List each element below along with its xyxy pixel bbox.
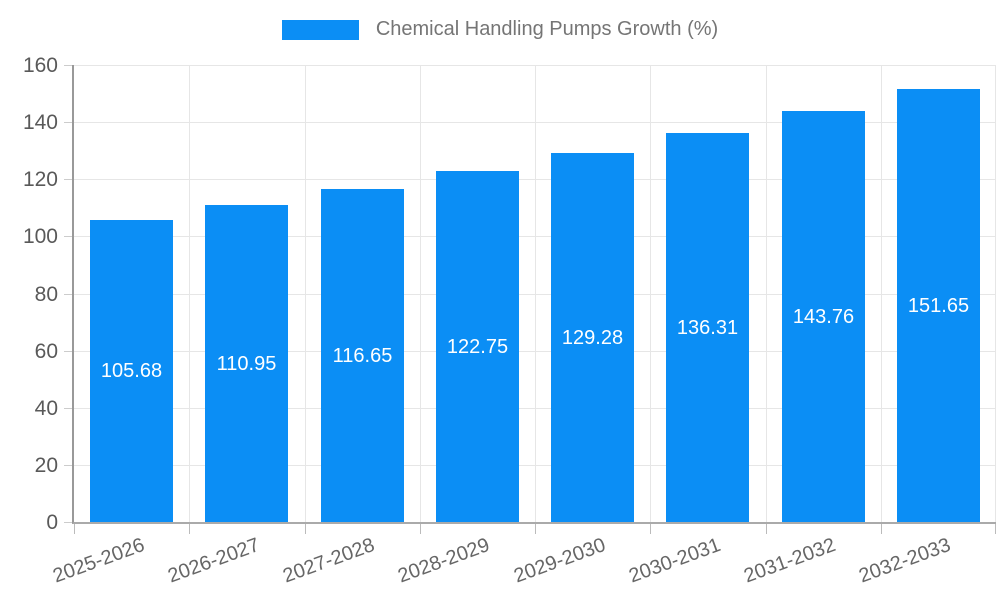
y-tick <box>64 407 72 409</box>
x-tick <box>74 524 75 534</box>
bar-value-label: 151.65 <box>907 295 970 317</box>
bar-value-label: 122.75 <box>446 336 509 358</box>
bar-2032-2033[interactable]: 151.65 <box>897 89 980 522</box>
y-axis-label-120: 120 <box>22 168 58 191</box>
y-axis-label-20: 20 <box>34 454 58 477</box>
bar-value-label: 136.31 <box>676 317 739 339</box>
v-gridline-7 <box>880 65 882 522</box>
x-tick <box>304 524 306 534</box>
bar-2031-2032[interactable]: 143.76 <box>782 111 865 522</box>
bar-value-label: 110.95 <box>216 353 277 375</box>
y-tick <box>64 522 72 523</box>
y-axis-label-100: 100 <box>22 225 58 248</box>
y-axis-label-160: 160 <box>22 54 58 77</box>
y-tick <box>64 122 72 124</box>
v-gridline-6 <box>765 65 767 522</box>
y-tick <box>64 65 72 66</box>
x-axis-label-2026-2027: 2026-2027 <box>165 534 263 588</box>
x-axis-label-2025-2026: 2025-2026 <box>50 534 148 588</box>
bar-value-label: 116.65 <box>332 345 393 367</box>
plot-area: 105.68 110.95 116.65 122.75 129.28 136.31 143.… <box>64 65 996 534</box>
bar-2028-2029[interactable]: 122.75 <box>436 171 519 522</box>
v-gridline-8 <box>995 65 996 522</box>
x-tick <box>650 524 652 534</box>
bar-value-label: 143.76 <box>792 306 855 328</box>
y-axis-label-60: 60 <box>34 340 58 363</box>
y-tick <box>64 236 72 238</box>
x-axis-label-2030-2031: 2030-2031 <box>626 534 724 588</box>
y-tick <box>64 350 72 352</box>
y-axis-label-80: 80 <box>34 283 58 306</box>
v-gridline-1 <box>189 65 191 522</box>
bar-2030-2031[interactable]: 136.31 <box>666 133 749 522</box>
x-axis-label-2031-2032: 2031-2032 <box>741 534 839 588</box>
bar-2027-2028[interactable]: 116.65 <box>321 189 404 522</box>
legend-label[interactable]: Chemical Handling Pumps Growth (%) <box>375 18 719 40</box>
x-tick <box>995 524 996 534</box>
y-tick <box>64 464 72 466</box>
chart-legend: Chemical Handling Pumps Growth (%) <box>0 18 1000 41</box>
x-axis-label-2032-2033: 2032-2033 <box>856 534 954 588</box>
x-tick <box>765 524 767 534</box>
x-axis-label-2027-2028: 2027-2028 <box>280 534 378 588</box>
bar-2026-2027[interactable]: 110.95 <box>205 205 288 522</box>
v-gridline-2 <box>304 65 306 522</box>
x-tick <box>880 524 882 534</box>
y-tick <box>64 293 72 295</box>
y-axis-label-40: 40 <box>34 397 58 420</box>
v-gridline-4 <box>535 65 536 522</box>
x-tick <box>419 524 421 534</box>
v-gridline-3 <box>419 65 421 522</box>
x-axis-label-2028-2029: 2028-2029 <box>395 534 493 588</box>
y-axis-label-0: 0 <box>46 511 58 534</box>
x-tick <box>535 524 536 534</box>
bar-value-label: 105.68 <box>100 360 163 382</box>
y-tick <box>64 179 72 181</box>
bar-2025-2026[interactable]: 105.68 <box>90 220 173 522</box>
legend-swatch-icon[interactable] <box>281 19 359 40</box>
y-axis-label-140: 140 <box>22 111 58 134</box>
bar-value-label: 129.28 <box>561 327 624 349</box>
bar-2029-2030[interactable]: 129.28 <box>551 153 634 522</box>
v-gridline-5 <box>650 65 652 522</box>
x-axis-label-2029-2030: 2029-2030 <box>511 534 609 588</box>
x-tick <box>189 524 191 534</box>
